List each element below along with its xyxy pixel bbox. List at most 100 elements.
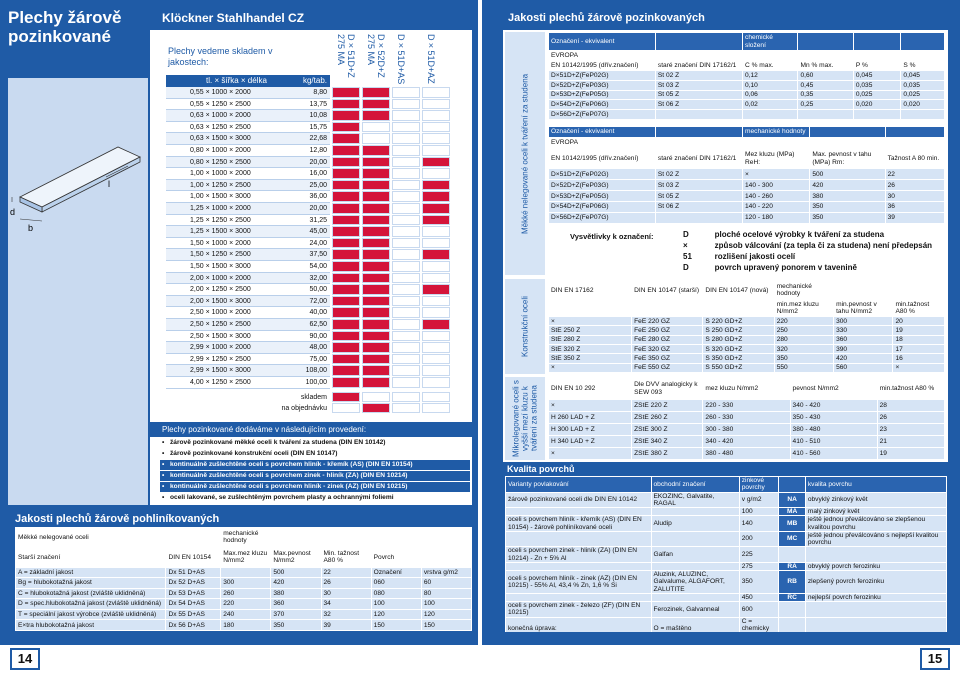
availability-mark xyxy=(362,353,390,365)
availability-mark xyxy=(362,377,390,388)
table-cell: S 550 GD+Z xyxy=(702,362,775,373)
table-row: × způsob válcování (za tepla či za studen… xyxy=(680,240,945,253)
table-row: 450 RC nejlepší povrch ferozinku xyxy=(505,592,947,603)
table-cell: 0,035 xyxy=(852,79,902,91)
table-cell: oceli s povrchem zinek - hliník (ZA) (DI… xyxy=(505,546,652,563)
size-kg: 90,00 xyxy=(309,332,327,340)
data-table: Měkké nelegované oceli mechanické hodnoty… xyxy=(15,527,472,631)
size-row: 1,50 × 1250 × 2500 37,50 xyxy=(166,249,330,261)
size-row: 2,00 × 1500 × 3000 72,00 xyxy=(166,295,330,308)
table-row: EN 10142/1995 (dřív.značení) staré značen… xyxy=(548,60,945,71)
table-cell: 80 xyxy=(420,587,472,600)
table-cell: Dx 55 D+AS xyxy=(165,608,222,621)
size-kg: 72,00 xyxy=(309,297,327,305)
table-cell: StE 250 Z xyxy=(548,325,633,336)
sheet-top xyxy=(19,146,141,208)
table-cell xyxy=(650,530,740,548)
table-cell xyxy=(548,298,633,318)
table-row: oceli s povrchem hliník - zinek (AZ) (DI… xyxy=(505,570,947,594)
data-table: Označení - ekvivalent chemické složení EVR… xyxy=(548,32,945,120)
table-row: Měkké nelegované oceli mechanické hodnoty xyxy=(15,527,472,548)
table-row: StE 320 Z FeE 320 GZ S 320 GD+Z 320 390 17 xyxy=(548,343,945,355)
availability-cell xyxy=(392,237,420,249)
availability-cell xyxy=(422,237,450,249)
table-cell: Tažnost A 80 min. xyxy=(884,147,945,170)
size-kg: 22,68 xyxy=(309,135,327,143)
table-cell: 0,020 xyxy=(852,99,902,111)
table-cell: EVROPA xyxy=(548,136,656,149)
table-cell: ZStE 300 Z xyxy=(631,423,704,437)
availability-cell xyxy=(422,377,450,388)
size-kg: 75,00 xyxy=(309,355,327,363)
size-dim: 1,25 × 1000 × 2000 xyxy=(190,205,251,212)
grade-header: D×51D+Z 275 MA xyxy=(336,34,356,78)
table-cell: Označení xyxy=(370,566,422,579)
availability-cell xyxy=(392,87,420,98)
size-dim: 2,00 × 1000 × 2000 xyxy=(190,274,251,282)
table-cell: RA xyxy=(778,561,806,572)
table-cell: 0,045 xyxy=(900,70,945,81)
table-cell: MC xyxy=(778,530,806,548)
table-cell: 0,45 xyxy=(797,79,854,91)
table-cell: DIN EN 17162 xyxy=(548,281,633,300)
table-cell: ZStE 220 Z xyxy=(631,399,704,413)
size-kg: 32,00 xyxy=(309,274,327,282)
table-cell: 350 xyxy=(738,570,780,594)
size-kg: 108,00 xyxy=(305,367,327,375)
table-cell: E×tra hlubokotažná jakost xyxy=(15,619,167,631)
size-row: 0,63 × 1250 × 2500 15,75 xyxy=(166,121,330,134)
table-cell: 19 xyxy=(892,325,945,336)
availability-mark xyxy=(332,249,360,260)
table-row: EVROPA xyxy=(548,50,945,62)
size-header: tl. × šířka × délka kg/tab. xyxy=(166,75,330,87)
table-cell: T = speciální jakost výrobce (zvláště uk… xyxy=(15,608,167,621)
size-dim: 0,63 × 1250 × 2500 xyxy=(190,123,251,131)
table-cell: 370 xyxy=(270,608,322,621)
table-cell: RB xyxy=(778,570,806,594)
table-row: oceli s povrchem zinek - hliník (ZA) (DI… xyxy=(505,546,947,563)
table-cell: 390 xyxy=(833,343,894,355)
size-dim: 2,00 × 1500 × 3000 xyxy=(190,297,251,305)
size-dim: 2,50 × 1500 × 3000 xyxy=(190,332,251,340)
page-number: 14 xyxy=(10,648,40,670)
table-row: 200 MC ještě jednou převálcováno s nejlepš… xyxy=(505,530,947,548)
availability-cell xyxy=(422,133,450,144)
table-cell: 26 xyxy=(884,179,945,192)
table-cell: min.mez kluzu N/mm2 xyxy=(773,298,835,318)
variant-item: kontinuálně zušlechtěné oceli s povrchem… xyxy=(160,471,470,482)
table-cell: 340 - 420 xyxy=(789,399,878,413)
availability-mark xyxy=(332,307,360,318)
table-cell: P % xyxy=(852,60,902,71)
table-cell: D×52D+Z(FeP03G) xyxy=(548,79,656,91)
variants-list: žárově pozinkované měkké oceli k tváření… xyxy=(160,438,470,504)
explanation-title: Vysvětlivky k označení: xyxy=(570,232,654,241)
table-row: H 260 LAD + Z ZStE 260 Z 260 - 330 350 - 43… xyxy=(548,411,945,425)
availability-cell xyxy=(392,179,420,191)
table-row: D×54D+Z(FeP06G) St 06 Z 140 - 220 350 36 xyxy=(548,201,945,214)
table-cell: 380 xyxy=(270,587,322,600)
availability-cell xyxy=(392,156,420,168)
table-cell: D×53D+Z(FeP05G) xyxy=(548,89,656,101)
table-cell xyxy=(650,506,740,517)
availability-cell xyxy=(392,121,420,133)
table-cell: 300 xyxy=(220,577,272,589)
table-cell: 0,60 xyxy=(797,70,854,81)
availability-mark xyxy=(332,98,360,110)
table-cell: C = hlubokotažná jakost (zvláště uklidně… xyxy=(15,587,167,600)
table-cell: oceli s povrchem zinek - železo (ZF) (DI… xyxy=(505,601,652,618)
table-cell: D×54D+Z(FeP06G) xyxy=(548,201,656,214)
table-cell xyxy=(654,50,744,62)
table-cell: 300 - 380 xyxy=(702,423,791,437)
availability-cell xyxy=(422,226,450,237)
table-cell: 100 xyxy=(738,506,780,517)
table-cell: 220 - 330 xyxy=(702,399,791,413)
table-cell: 120 xyxy=(370,608,422,621)
availability-cell xyxy=(392,330,420,342)
availability-mark xyxy=(362,261,390,272)
table-row: D×51D+Z(FeP02G) St 02 Z × 500 22 xyxy=(548,168,945,181)
page-number: 15 xyxy=(920,648,950,670)
table-cell: 250 xyxy=(773,325,835,336)
table-cell: 420 xyxy=(833,353,894,364)
availability-cell xyxy=(392,98,420,110)
